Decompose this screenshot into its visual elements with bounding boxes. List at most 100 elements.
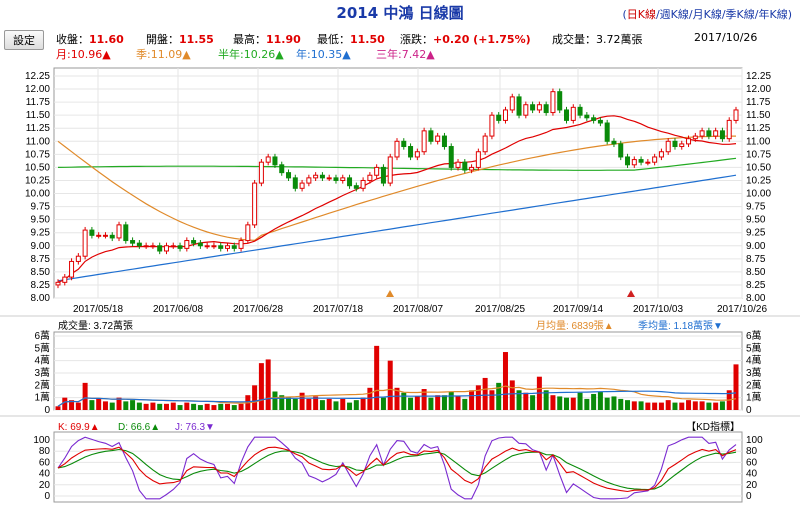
period-tab-0[interactable]: 日K線 [626,8,656,21]
volume-bar [374,345,380,410]
volume-bar [286,397,292,410]
candle-body [238,240,244,249]
price-tick-right: 8.25 [746,280,766,291]
candle-body [109,234,115,239]
candle-body [658,151,664,158]
volume-bar [89,400,95,410]
candle-body [163,245,169,252]
volume-bar [699,401,705,410]
candle-body [665,140,671,153]
volume-bar [116,397,122,410]
volume-bar [570,397,576,410]
time-tick: 2017/06/08 [153,304,203,315]
candle-body [286,172,292,179]
candle-body [279,164,285,174]
candle-body [726,119,732,140]
ma-legend-item: 半年:10.26▲ [218,48,284,61]
time-tick: 2017/05/18 [73,304,123,315]
candle-body [441,135,447,148]
volume-bar [611,396,617,410]
candle-body [319,174,325,179]
candle-body [55,281,61,286]
volume-bar [380,397,386,410]
volume-bar [347,402,353,410]
volume-tick-right: 6萬 [746,329,762,342]
price-tick-left: 9.50 [31,215,51,226]
volume-tick-right: 5萬 [746,341,762,354]
volume-bar [394,387,400,410]
candle-body [577,106,583,116]
price-tick-right: 11.75 [746,97,771,108]
candle-body [347,177,353,187]
candle-body [96,234,102,237]
candle-body [306,177,312,184]
candle-body [116,224,122,239]
season-marker-icon [386,290,394,297]
period-tab-1[interactable]: 週K線 [659,8,689,21]
kd-tick-right: 0 [746,491,752,502]
volume-tick-left: 2萬 [34,378,50,391]
kd-j-line [57,436,737,500]
price-tick-left: 8.25 [31,280,51,291]
candle-body [394,140,400,158]
kd-tick-right: 80 [746,446,758,457]
candle-body [231,245,237,249]
candle-body [272,156,278,166]
candle-body [123,224,129,242]
volume-bar [353,400,359,410]
volume-bar [523,392,529,410]
price-tick-left: 12.25 [25,71,50,82]
kd-tick-left: 100 [33,435,50,446]
candle-body [489,114,495,137]
candle-body [597,119,603,124]
volume-bar [543,390,549,410]
candle-body [543,104,549,114]
ma-year-line [57,174,737,282]
chart-title: 2014 中鴻 日線圖 [336,4,464,22]
candle-body [679,143,685,148]
candle-body [408,146,414,158]
volume-bar [306,398,312,410]
period-tab-2[interactable]: 月K線 [692,8,722,21]
period-separator: / [721,8,726,21]
price-tick-right: 9.75 [746,202,766,213]
volume-tick-right: 1萬 [746,391,762,404]
candle-body [530,104,536,111]
candle-body [584,114,590,119]
candle-body [299,182,305,189]
volume-tick-left: 3萬 [34,366,50,379]
candle-body [591,117,597,121]
candle-body [170,245,176,248]
ma-legend-item: 季:11.09▲ [136,48,191,61]
volume-bar [102,401,108,410]
candle-body [197,242,203,247]
volume-tick-left: 6萬 [34,329,50,342]
candle-body [157,245,163,252]
volume-bar [713,402,719,410]
volume-bar [272,391,278,410]
volume-bar [686,400,692,410]
volume-bar [62,397,68,410]
volume-bar [136,402,142,410]
volume-bar [530,395,536,410]
time-tick: 2017/06/28 [233,304,283,315]
price-tick-right: 10.25 [746,175,771,186]
candle-body [326,177,332,180]
volume-bar [292,398,298,410]
volume-bar [496,382,502,410]
volume-bar [733,364,739,410]
volume-bar [143,403,149,410]
candle-body [414,151,420,158]
candle-body [713,130,719,137]
volume-bar [313,396,319,410]
volume-bar [225,403,230,410]
low-price: 最低：11.50 [317,33,385,46]
volume-bar [550,395,556,410]
settings-button[interactable]: 設定 [4,30,44,50]
period-tab-3[interactable]: 季K線 [725,8,755,21]
volume-bar [333,401,339,410]
price-tick-left: 9.75 [31,202,51,213]
period-tab-4[interactable]: 年K線 [758,8,788,21]
volume-bar [652,402,658,410]
price-tick-left: 10.75 [25,149,50,160]
